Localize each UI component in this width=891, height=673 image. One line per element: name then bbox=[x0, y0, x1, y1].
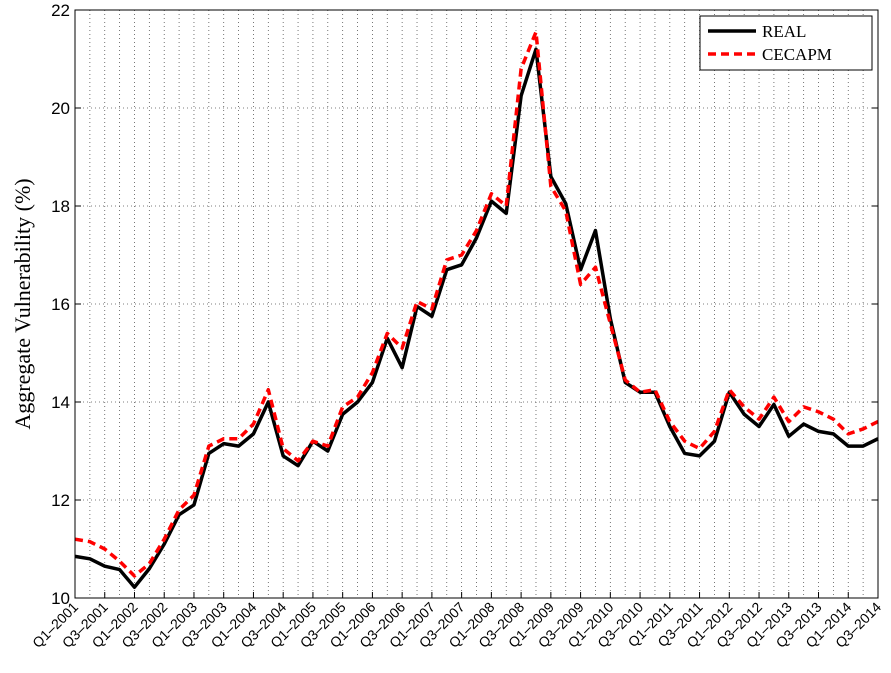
y-tick-label: 20 bbox=[51, 99, 70, 118]
series-line bbox=[74, 47, 879, 589]
legend-box bbox=[699, 15, 873, 71]
y-tick-label: 12 bbox=[51, 491, 70, 510]
legend-label: CECAPM bbox=[762, 45, 832, 64]
axes: 10121416182022Q1–2001Q3–2001Q1–2002Q3–20… bbox=[29, 1, 884, 651]
y-tick-label: 10 bbox=[51, 589, 70, 608]
series-line bbox=[74, 30, 879, 578]
legend-label: REAL bbox=[762, 22, 806, 41]
grid bbox=[74, 9, 879, 599]
y-axis-label: Aggregate Vulnerability (%) bbox=[10, 178, 35, 429]
y-tick-label: 22 bbox=[51, 1, 70, 20]
y-tick-label: 14 bbox=[51, 393, 70, 412]
plot-frame bbox=[74, 9, 879, 599]
y-tick-label: 16 bbox=[51, 295, 70, 314]
lines bbox=[74, 30, 879, 589]
y-tick-label: 18 bbox=[51, 197, 70, 216]
